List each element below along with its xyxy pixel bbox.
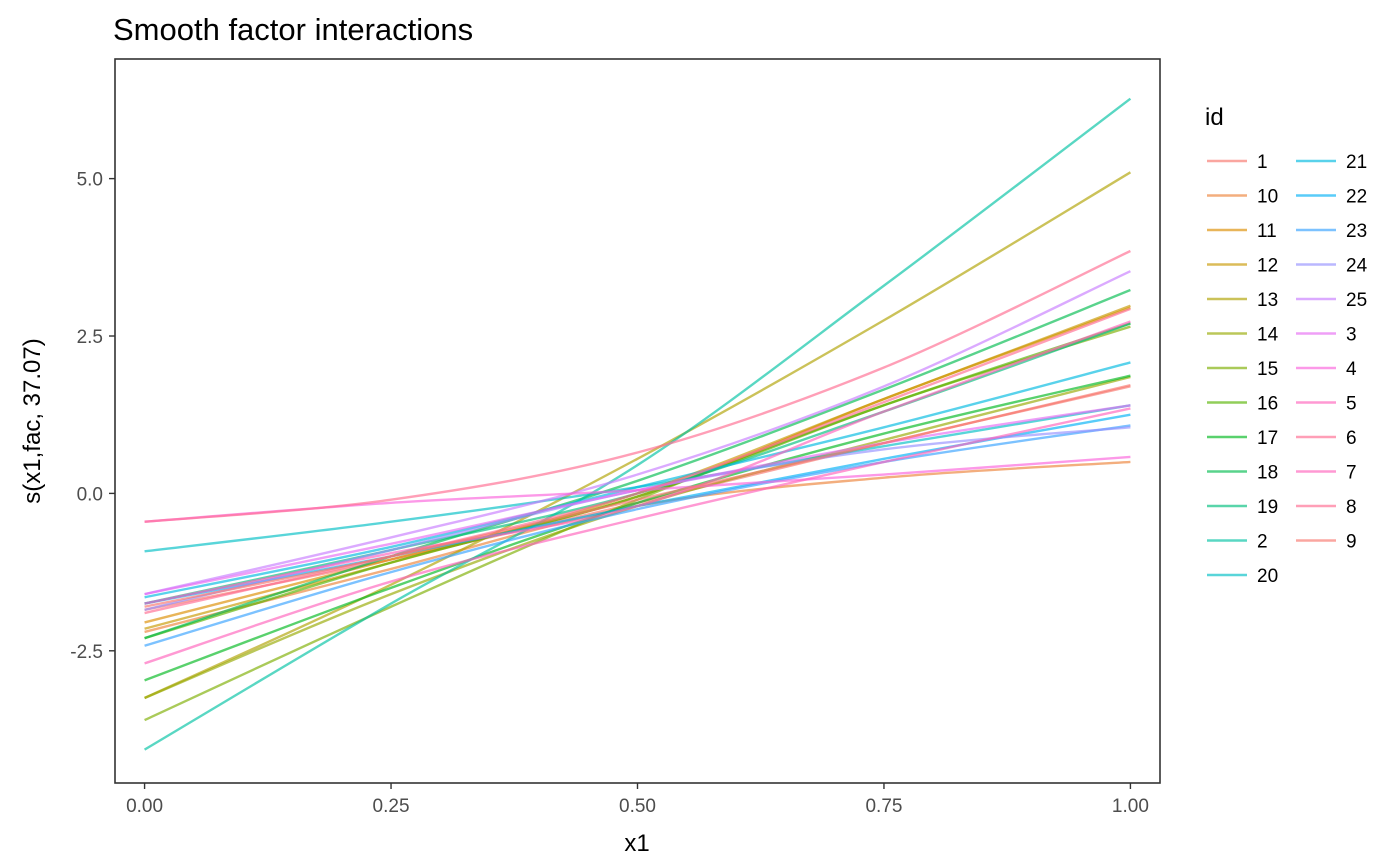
legend-item-16: 16 — [1207, 394, 1278, 415]
legend-label: 19 — [1257, 497, 1278, 518]
legend-item-11: 11 — [1207, 221, 1277, 242]
y-tick-label: -2.5 — [70, 642, 103, 663]
legend-label: 20 — [1257, 566, 1278, 587]
legend-label: 2 — [1257, 532, 1268, 553]
legend-item-23: 23 — [1296, 221, 1367, 242]
legend-item-5: 5 — [1296, 394, 1357, 415]
legend-label: 11 — [1257, 221, 1277, 242]
y-tick-label: 5.0 — [77, 170, 103, 191]
legend-title: id — [1205, 104, 1224, 131]
legend-item-7: 7 — [1296, 463, 1357, 484]
x-tick-label: 1.00 — [1112, 796, 1149, 817]
legend-item-6: 6 — [1296, 428, 1357, 449]
legend-item-25: 25 — [1296, 290, 1367, 311]
x-axis: 0.00 0.25 0.50 0.75 1.00 — [126, 783, 1149, 817]
series-line-16 — [144, 322, 1131, 640]
y-tick-label: 0.0 — [77, 484, 103, 505]
series-layer — [143, 97, 1132, 751]
legend: id 1 10 11 12 13 14 15 16 17 18 19 2 20 21 22 23 24 25 3 4 5… — [1205, 104, 1368, 587]
legend-label: 14 — [1257, 325, 1279, 346]
x-tick-label: 0.00 — [126, 796, 163, 817]
series-line-25 — [144, 270, 1131, 596]
x-tick-label: 0.25 — [373, 796, 410, 817]
legend-label: 8 — [1346, 497, 1357, 518]
legend-item-24: 24 — [1296, 256, 1368, 277]
legend-label: 15 — [1257, 359, 1278, 380]
legend-label: 24 — [1346, 256, 1368, 277]
legend-label: 22 — [1346, 187, 1367, 208]
legend-item-20: 20 — [1207, 566, 1278, 587]
legend-item-21: 21 — [1296, 152, 1367, 173]
legend-label: 17 — [1257, 428, 1278, 449]
legend-item-14: 14 — [1207, 325, 1279, 346]
legend-items: 1 10 11 12 13 14 15 16 17 18 19 2 20 21 22 23 24 25 3 4 5 6 7 8… — [1207, 152, 1368, 587]
series-line-6 — [144, 249, 1131, 523]
legend-item-8: 8 — [1296, 497, 1357, 518]
legend-item-22: 22 — [1296, 187, 1367, 208]
legend-label: 4 — [1346, 359, 1357, 380]
series-line-8 — [144, 307, 1131, 615]
series-line-23 — [144, 424, 1131, 647]
series-line-2 — [143, 97, 1132, 751]
legend-item-4: 4 — [1296, 359, 1357, 380]
legend-label: 18 — [1257, 463, 1278, 484]
legend-item-2: 2 — [1207, 532, 1268, 553]
legend-label: 9 — [1346, 532, 1357, 553]
x-tick-label: 0.50 — [619, 796, 656, 817]
legend-label: 16 — [1257, 394, 1278, 415]
legend-label: 7 — [1346, 463, 1357, 484]
legend-item-10: 10 — [1207, 187, 1278, 208]
legend-label: 25 — [1346, 290, 1367, 311]
legend-item-12: 12 — [1207, 256, 1278, 277]
series-line-21 — [144, 361, 1131, 599]
legend-label: 6 — [1346, 428, 1357, 449]
series-line-18 — [144, 288, 1131, 640]
legend-label: 3 — [1346, 325, 1357, 346]
legend-item-13: 13 — [1207, 290, 1278, 311]
y-axis: -2.5 0.0 2.5 5.0 — [70, 170, 115, 663]
legend-item-18: 18 — [1207, 463, 1278, 484]
legend-item-15: 15 — [1207, 359, 1278, 380]
x-axis-title: x1 — [624, 830, 649, 857]
legend-item-3: 3 — [1296, 325, 1357, 346]
legend-label: 12 — [1257, 256, 1278, 277]
series-line-5 — [144, 407, 1131, 665]
chart-title: Smooth factor interactions — [113, 12, 473, 47]
legend-label: 10 — [1257, 187, 1278, 208]
legend-item-17: 17 — [1207, 428, 1278, 449]
legend-label: 1 — [1257, 152, 1268, 173]
series-line-17 — [144, 374, 1131, 682]
y-tick-label: 2.5 — [77, 327, 103, 348]
series-line-9 — [144, 383, 1131, 608]
legend-label: 5 — [1346, 394, 1357, 415]
series-line-13 — [144, 171, 1132, 700]
legend-label: 23 — [1346, 221, 1367, 242]
legend-label: 13 — [1257, 290, 1278, 311]
legend-item-9: 9 — [1296, 532, 1357, 553]
plot-area — [114, 58, 1161, 784]
y-axis-title: s(x1,fac, 37.07) — [19, 338, 46, 503]
legend-item-1: 1 — [1207, 152, 1268, 173]
legend-item-19: 19 — [1207, 497, 1278, 518]
legend-label: 21 — [1346, 152, 1367, 173]
series-line-7 — [144, 320, 1131, 605]
x-tick-label: 0.75 — [865, 796, 902, 817]
